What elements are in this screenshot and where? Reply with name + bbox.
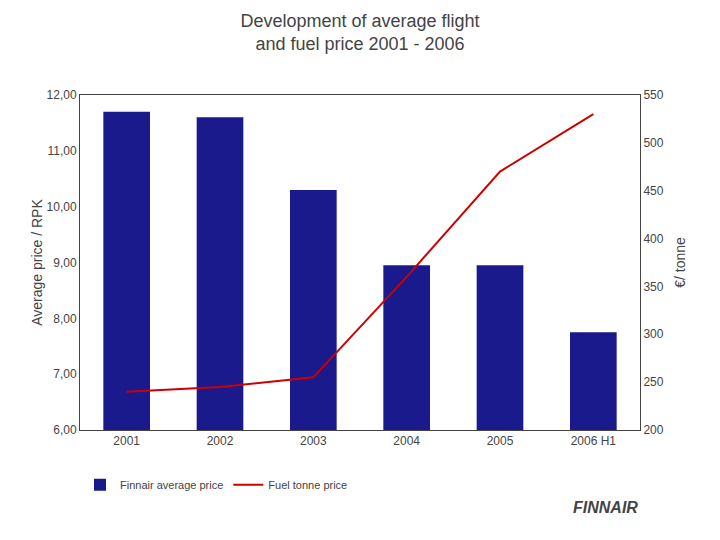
svg-text:11,00: 11,00 xyxy=(47,144,76,158)
svg-text:10,00: 10,00 xyxy=(47,200,77,214)
svg-text:2004: 2004 xyxy=(393,434,420,448)
svg-text:2001: 2001 xyxy=(113,434,140,448)
svg-text:400: 400 xyxy=(643,232,663,246)
svg-text:Average price / RPK: Average price / RPK xyxy=(29,199,45,326)
svg-text:2006 H1: 2006 H1 xyxy=(571,434,617,448)
svg-text:250: 250 xyxy=(643,375,663,389)
svg-text:200: 200 xyxy=(643,423,663,437)
svg-text:300: 300 xyxy=(643,327,663,341)
svg-text:12,00: 12,00 xyxy=(47,88,77,102)
svg-text:2003: 2003 xyxy=(300,434,327,448)
svg-text:8,00: 8,00 xyxy=(53,312,77,326)
svg-text:7,00: 7,00 xyxy=(53,367,77,381)
svg-text:Finnair average price: Finnair average price xyxy=(120,479,223,491)
svg-text:500: 500 xyxy=(643,136,663,150)
svg-text:2002: 2002 xyxy=(207,434,234,448)
svg-text:350: 350 xyxy=(643,280,663,294)
svg-text:6,00: 6,00 xyxy=(53,423,77,437)
svg-text:Development of average flighta: Development of average flightand fuel pr… xyxy=(240,11,479,54)
svg-text:550: 550 xyxy=(643,88,663,102)
svg-text:FINNAIR: FINNAIR xyxy=(573,499,638,516)
svg-text:2005: 2005 xyxy=(487,434,514,448)
svg-text:450: 450 xyxy=(643,184,663,198)
svg-text:€/ tonne: €/ tonne xyxy=(672,237,688,288)
svg-text:Fuel tonne price: Fuel tonne price xyxy=(268,479,347,491)
svg-text:9,00: 9,00 xyxy=(53,256,77,270)
